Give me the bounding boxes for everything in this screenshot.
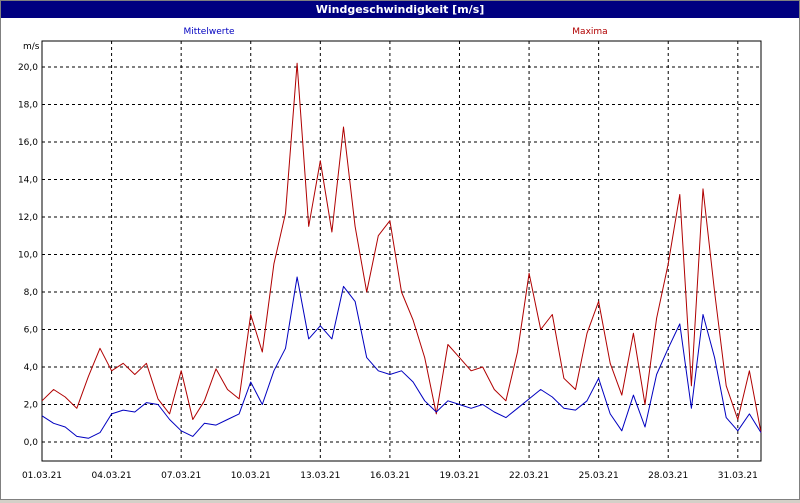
x-tick-label: 04.03.21 <box>92 471 132 481</box>
series-maxima-line <box>41 62 762 433</box>
y-tick-label: 12,0 <box>18 213 38 223</box>
legend-maxima: Maxima <box>572 27 607 37</box>
grid-lines <box>42 41 761 461</box>
wind-speed-chart: 0,02,04,06,08,010,012,014,016,018,020,0 … <box>18 27 762 481</box>
y-tick-label: 6,0 <box>24 326 39 336</box>
y-tick-label: 14,0 <box>18 176 38 186</box>
chart-area: 0,0 2,0 4,0 6,0 8,0 10,0 12,0 14,0 16,0 18,0 20,0 … <box>1 19 799 499</box>
y-axis-unit: m/s <box>23 42 40 52</box>
x-tick-label: 25.03.21 <box>579 471 619 481</box>
x-tick-label: 13.03.21 <box>300 471 340 481</box>
y-tick-label: 16,0 <box>18 138 38 148</box>
x-tick-label: 28.03.21 <box>648 471 688 481</box>
y-tick-label: 2,0 <box>24 401 39 411</box>
x-axis-ticks: 01.03.21 04.03.21 07.03.21 10.03.21 13.03.21… <box>22 471 758 481</box>
y-tick-label: 8,0 <box>24 288 39 298</box>
plot-background <box>41 40 762 462</box>
y-tick-label: 0,0 <box>24 438 39 448</box>
x-tick-label: 16.03.21 <box>370 471 410 481</box>
series-mittelwerte-line <box>41 276 762 439</box>
series-lines <box>41 62 762 439</box>
y-tick-label: 18,0 <box>18 101 38 111</box>
x-tick-label: 22.03.21 <box>509 471 549 481</box>
y-tick-label: 4,0 <box>24 363 39 373</box>
y-axis-ticks: 0,0 2,0 4,0 6,0 8,0 10,0 12,0 14,0 16,0 18,0 20,0 <box>18 63 38 448</box>
x-tick-label: 01.03.21 <box>22 471 62 481</box>
y-tick-label: 20,0 <box>18 63 38 73</box>
x-tick-label: 07.03.21 <box>161 471 201 481</box>
x-tick-label: 31.03.21 <box>718 471 758 481</box>
legend-mittelwerte: Mittelwerte <box>183 27 234 37</box>
y-tick-label: 10,0 <box>18 251 38 261</box>
window-title: Windgeschwindigkeit [m/s] <box>1 1 799 18</box>
x-tick-label: 19.03.21 <box>439 471 479 481</box>
x-tick-label: 10.03.21 <box>231 471 271 481</box>
